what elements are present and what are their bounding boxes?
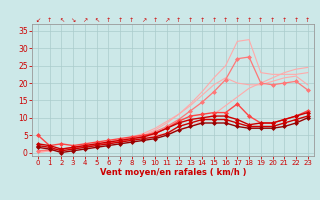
X-axis label: Vent moyen/en rafales ( km/h ): Vent moyen/en rafales ( km/h ) — [100, 168, 246, 177]
